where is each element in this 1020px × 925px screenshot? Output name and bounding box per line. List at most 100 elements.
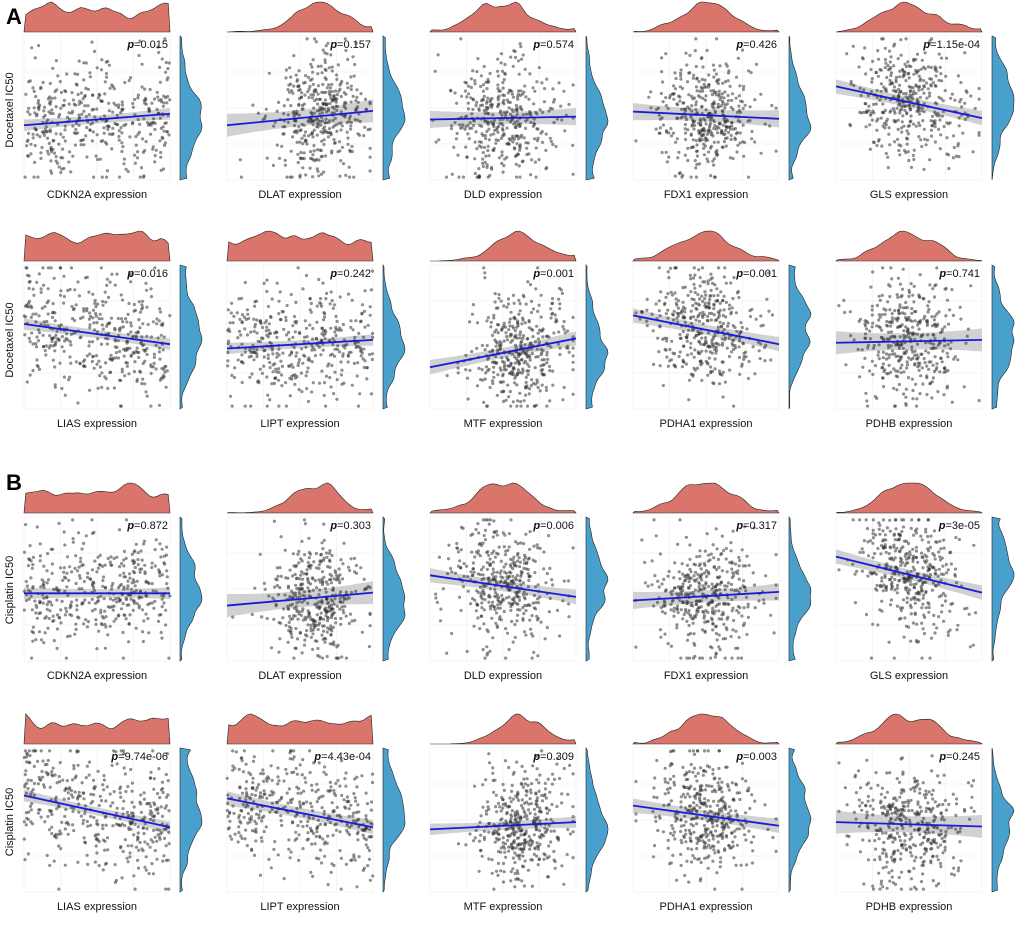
- data-point: [504, 398, 508, 402]
- data-point: [695, 111, 699, 115]
- data-point: [681, 329, 685, 334]
- data-point: [83, 276, 88, 280]
- data-point: [32, 293, 36, 297]
- data-point: [726, 324, 730, 328]
- data-point: [368, 313, 372, 317]
- data-point: [114, 351, 118, 355]
- data-point: [977, 97, 981, 101]
- data-point: [492, 375, 496, 379]
- data-point: [76, 72, 80, 76]
- data-point: [746, 376, 751, 381]
- data-point: [303, 319, 307, 323]
- data-point: [844, 363, 848, 367]
- data-point: [758, 357, 762, 361]
- data-point: [121, 107, 125, 111]
- data-point: [548, 399, 552, 403]
- data-point: [356, 361, 360, 365]
- data-point: [40, 578, 44, 582]
- data-point: [321, 101, 325, 105]
- data-point: [295, 129, 299, 133]
- data-point: [161, 136, 165, 140]
- data-point: [323, 98, 328, 102]
- data-point: [33, 111, 37, 115]
- data-point: [120, 298, 125, 302]
- data-point: [856, 347, 860, 352]
- data-point: [59, 132, 63, 136]
- data-point: [120, 370, 124, 374]
- data-point: [63, 613, 67, 617]
- data-point: [888, 78, 892, 82]
- data-point: [559, 288, 563, 292]
- data-point: [338, 581, 342, 585]
- data-point: [136, 563, 140, 567]
- data-point: [328, 86, 332, 90]
- data-point: [66, 593, 70, 598]
- data-point: [922, 84, 926, 88]
- data-point: [362, 309, 367, 313]
- data-point: [306, 609, 310, 613]
- data-point: [127, 372, 131, 376]
- data-point: [893, 404, 898, 408]
- data-point: [511, 140, 515, 144]
- data-point: [344, 590, 348, 594]
- data-point: [887, 346, 891, 350]
- data-point: [332, 354, 337, 358]
- data-point: [69, 332, 73, 336]
- data-point: [562, 319, 566, 324]
- data-point: [753, 372, 757, 376]
- data-point: [65, 571, 69, 575]
- data-point: [145, 346, 149, 351]
- data-point: [140, 137, 145, 141]
- data-point: [303, 130, 308, 134]
- data-point: [368, 624, 372, 628]
- data-point: [677, 172, 682, 176]
- data-point: [94, 354, 98, 358]
- data-point: [100, 323, 104, 327]
- data-point: [910, 93, 914, 97]
- data-point: [532, 121, 536, 125]
- data-point: [701, 310, 705, 314]
- data-point: [308, 589, 312, 593]
- data-point: [265, 289, 269, 294]
- data-point: [66, 634, 70, 639]
- data-point: [30, 306, 34, 310]
- data-point: [742, 154, 746, 158]
- data-point: [108, 624, 112, 628]
- data-point: [537, 303, 541, 307]
- data-point: [515, 113, 519, 117]
- data-point: [453, 120, 457, 125]
- data-point: [293, 614, 297, 618]
- data-point: [302, 81, 306, 85]
- data-point: [66, 338, 70, 342]
- data-point: [104, 615, 108, 619]
- data-point: [117, 175, 122, 179]
- data-point: [717, 266, 721, 270]
- data-point: [724, 128, 728, 133]
- data-point: [152, 97, 157, 101]
- data-point: [499, 61, 503, 65]
- data-point: [96, 302, 100, 306]
- data-point: [78, 336, 82, 340]
- data-point: [323, 154, 328, 158]
- data-point: [965, 90, 969, 94]
- data-point: [842, 298, 846, 302]
- data-point: [131, 578, 135, 582]
- data-point: [681, 305, 686, 309]
- data-point: [293, 382, 297, 386]
- data-point: [482, 94, 486, 98]
- data-point: [363, 125, 367, 129]
- data-point: [489, 325, 493, 329]
- data-point: [698, 311, 702, 315]
- data-point: [873, 364, 878, 368]
- data-point: [332, 303, 336, 307]
- data-point: [679, 77, 683, 81]
- data-point: [926, 65, 931, 69]
- data-point: [107, 322, 111, 326]
- data-point: [882, 85, 886, 89]
- data-point: [704, 108, 708, 112]
- data-point: [347, 116, 352, 120]
- data-point: [977, 86, 981, 91]
- data-point: [726, 321, 731, 325]
- data-point: [898, 153, 902, 157]
- data-point: [317, 158, 321, 162]
